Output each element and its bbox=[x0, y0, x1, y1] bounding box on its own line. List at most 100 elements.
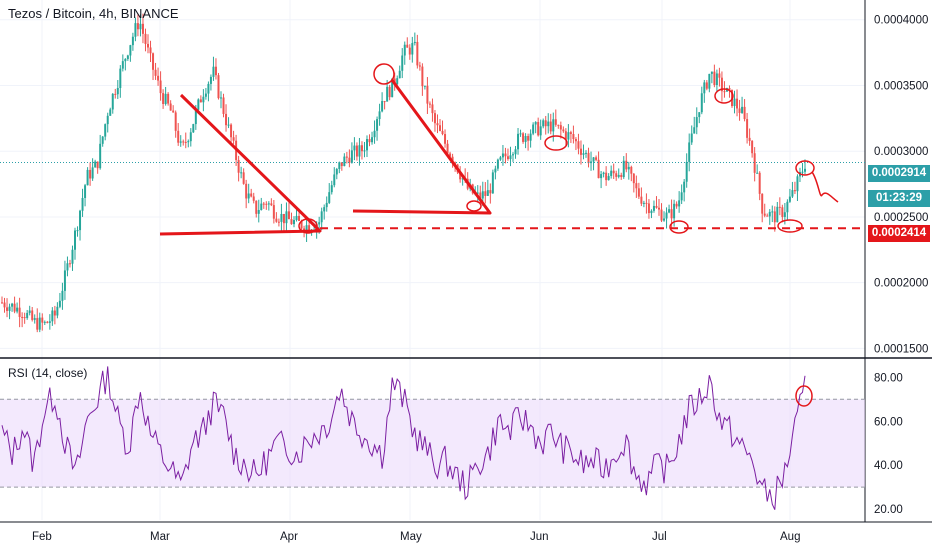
candle-body bbox=[76, 230, 79, 232]
candle-body bbox=[421, 66, 424, 87]
candle-body bbox=[713, 71, 716, 86]
candle-body bbox=[504, 153, 507, 157]
candle-body bbox=[134, 23, 137, 37]
highlight-circle-8 bbox=[795, 385, 813, 407]
candle-body bbox=[705, 82, 708, 89]
candle-body bbox=[250, 193, 253, 197]
candle-body bbox=[383, 101, 386, 103]
candle-body bbox=[86, 169, 89, 186]
candle-body bbox=[698, 112, 701, 118]
candle-body bbox=[597, 159, 600, 179]
candle-body bbox=[152, 53, 155, 70]
candle-body bbox=[524, 136, 527, 142]
price-tick-4: 0.0003500 bbox=[874, 80, 928, 92]
candle-body bbox=[295, 215, 298, 221]
candle-body bbox=[376, 119, 379, 131]
candle-body bbox=[720, 77, 723, 92]
time-tick-2: Apr bbox=[280, 531, 298, 543]
candle-body bbox=[348, 157, 351, 163]
candle-body bbox=[738, 108, 741, 113]
candle-body bbox=[159, 80, 162, 94]
candle-body bbox=[141, 23, 144, 34]
candle-body bbox=[660, 209, 663, 221]
highlight-circle-2 bbox=[466, 200, 482, 212]
candle-body bbox=[260, 203, 263, 211]
candle-body bbox=[371, 137, 374, 143]
candle-body bbox=[116, 87, 119, 95]
candle-body bbox=[308, 225, 311, 233]
candle-body bbox=[428, 103, 431, 105]
candle-body bbox=[179, 141, 182, 143]
candle-body bbox=[476, 192, 479, 194]
candle-body bbox=[542, 120, 545, 127]
candle-body bbox=[66, 263, 69, 271]
candle-body bbox=[796, 176, 799, 192]
candle-body bbox=[517, 133, 520, 150]
candle-body bbox=[94, 161, 97, 168]
candle-body bbox=[479, 192, 482, 199]
candle-body bbox=[3, 302, 6, 308]
candle-body bbox=[585, 152, 587, 154]
candle-body bbox=[147, 43, 149, 48]
candle-body bbox=[627, 166, 630, 170]
candle-body bbox=[539, 126, 542, 136]
candle-body bbox=[668, 209, 671, 213]
candle-body bbox=[323, 207, 326, 212]
candle-body bbox=[600, 174, 603, 179]
candle-body bbox=[544, 120, 547, 127]
rsi-line bbox=[1, 366, 806, 510]
time-tick-4: Jun bbox=[530, 531, 549, 543]
candle-body bbox=[728, 88, 731, 90]
candle-body bbox=[678, 200, 681, 207]
candle-body bbox=[149, 47, 152, 54]
triangle-2 bbox=[352, 79, 492, 215]
candle-body bbox=[439, 125, 441, 131]
candle-body bbox=[683, 181, 686, 193]
candle-body bbox=[61, 290, 64, 301]
candle-body bbox=[509, 155, 512, 160]
candle-body bbox=[46, 321, 49, 323]
candle-body bbox=[177, 130, 180, 143]
candle-body bbox=[693, 127, 696, 134]
candle-body bbox=[84, 185, 87, 198]
candle-body bbox=[174, 112, 177, 131]
candle-body bbox=[547, 121, 550, 127]
candle-body bbox=[43, 321, 46, 323]
candle-body bbox=[245, 183, 248, 199]
candle-body bbox=[610, 170, 613, 177]
candle-body bbox=[79, 210, 82, 231]
candle-body bbox=[48, 321, 51, 323]
candle-body bbox=[700, 93, 703, 113]
candle-body bbox=[786, 201, 789, 213]
candle-body bbox=[144, 33, 147, 44]
time-tick-1: Mar bbox=[150, 531, 170, 543]
candle-body bbox=[620, 174, 623, 178]
candle-body bbox=[136, 23, 139, 30]
candle-body bbox=[512, 154, 514, 156]
candle-body bbox=[318, 222, 321, 225]
candle-body bbox=[257, 210, 260, 214]
candle-body bbox=[28, 310, 31, 313]
candle-body bbox=[527, 136, 530, 141]
candle-body bbox=[51, 310, 54, 322]
candle-body bbox=[172, 110, 175, 113]
candle-body bbox=[658, 207, 660, 210]
candle-body bbox=[665, 212, 668, 219]
candle-body bbox=[519, 133, 522, 135]
candle-body bbox=[366, 139, 368, 151]
candle-body bbox=[751, 140, 754, 154]
candle-body bbox=[131, 36, 134, 46]
candle-body bbox=[403, 44, 406, 56]
candle-body bbox=[537, 122, 540, 136]
candle-body bbox=[56, 306, 59, 316]
candle-body bbox=[441, 130, 444, 135]
candle-body bbox=[232, 137, 235, 141]
candle-body bbox=[801, 171, 804, 173]
candle-body bbox=[756, 172, 759, 174]
candle-body bbox=[602, 172, 605, 175]
candle-body bbox=[766, 215, 769, 217]
price-tick-2: 0.0002500 bbox=[874, 212, 928, 224]
candle-body bbox=[197, 99, 200, 110]
candle-body bbox=[529, 133, 532, 141]
